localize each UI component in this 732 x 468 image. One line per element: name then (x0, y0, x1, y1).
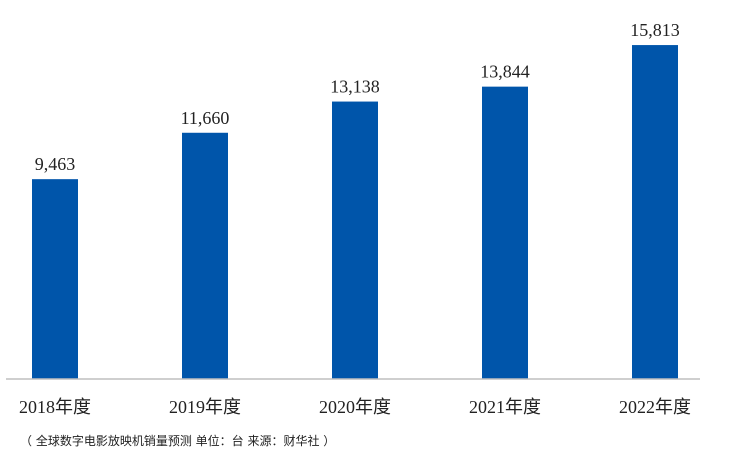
value-labels-layer: 9,463 11,660 13,138 13,844 15,813 (35, 20, 680, 174)
value-label: 11,660 (181, 108, 230, 128)
bar-2020年度 (332, 101, 378, 380)
x-tick-labels-layer: 2018年度 2019年度 2020年度 2021年度 2022年度 (19, 397, 691, 417)
x-tick-label: 2018年度 (19, 397, 91, 417)
bar-2021年度 (482, 86, 528, 380)
bar-2019年度 (182, 132, 228, 379)
x-tick-label: 2021年度 (469, 397, 541, 417)
bar-2018年度 (32, 179, 78, 379)
value-label: 15,813 (630, 20, 680, 40)
value-label: 13,844 (480, 62, 530, 82)
x-tick-label: 2022年度 (619, 397, 691, 417)
value-label: 13,138 (330, 77, 380, 97)
x-tick-label: 2019年度 (169, 397, 241, 417)
chart-footnote: （ 全球数字电影放映机销量预测 单位：台 来源：财华社 ） (20, 434, 336, 448)
x-tick-label: 2020年度 (319, 397, 391, 417)
bar-2022年度 (632, 45, 678, 379)
value-label: 9,463 (35, 154, 76, 174)
bars-layer (32, 45, 678, 380)
